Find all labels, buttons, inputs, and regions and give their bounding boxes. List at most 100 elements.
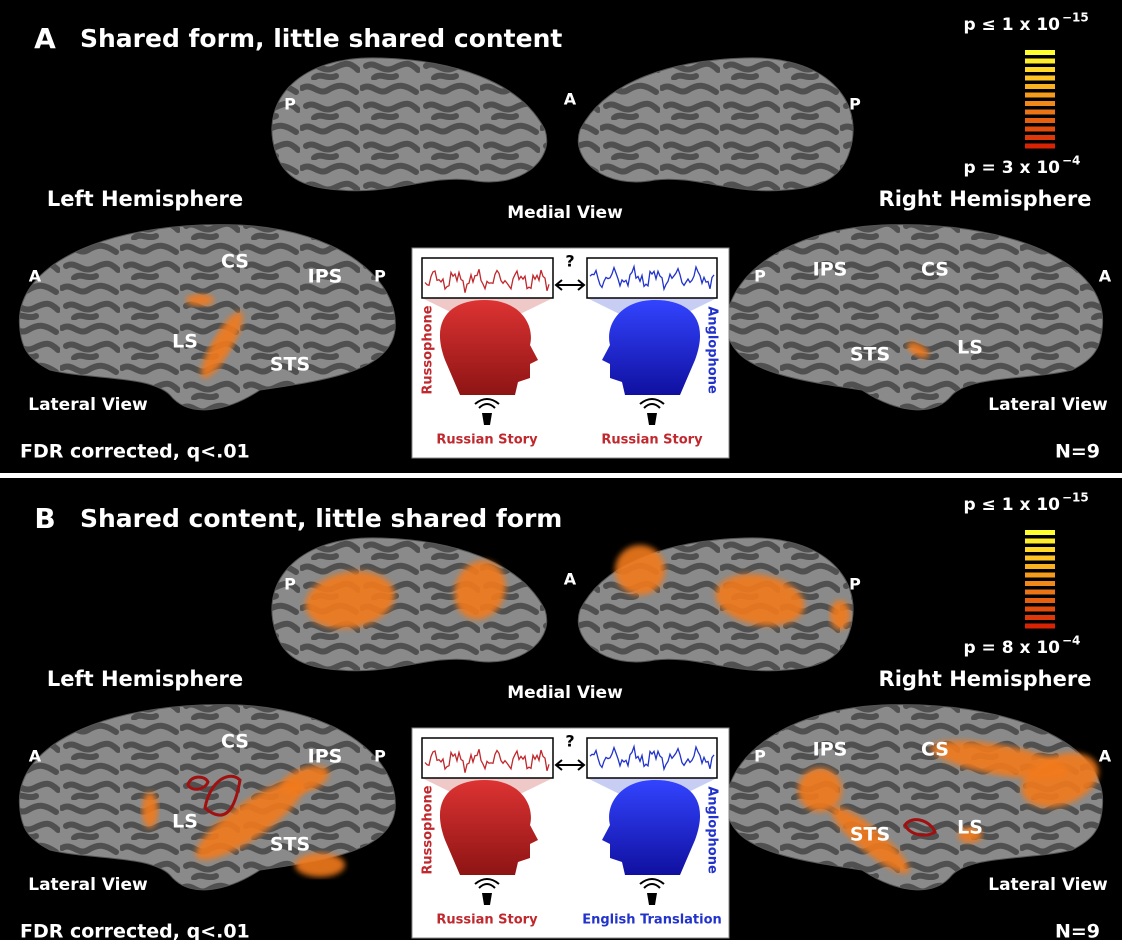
label: IPS (308, 266, 343, 288)
label: N=9 (1055, 921, 1100, 940)
colorbar-step (1025, 538, 1055, 544)
panel: B Shared content, little shared form p ≤ 1… (18, 491, 1112, 940)
label: LS (172, 811, 198, 833)
roi-outline (903, 818, 937, 837)
activation (142, 792, 158, 828)
activation (295, 853, 345, 877)
speaker (639, 878, 665, 889)
label: FDR corrected, q<.01 (20, 921, 250, 940)
activation (454, 560, 506, 620)
label: p = 8 x 10 (963, 638, 1060, 658)
label: B (34, 502, 55, 535)
label: p ≤ 1 x 10 (963, 495, 1060, 515)
brain-surface (271, 57, 548, 192)
colorbar-step (1025, 615, 1055, 620)
stimulus-label: Russian Story (601, 433, 703, 448)
label: FDR corrected, q<.01 (20, 441, 250, 463)
label: A (564, 90, 577, 109)
label: CS (221, 731, 249, 753)
group-label: Anglophone (705, 786, 720, 874)
label: LS (957, 337, 983, 359)
label: LS (172, 331, 198, 353)
label: LS (957, 817, 983, 839)
label: Lateral View (988, 875, 1108, 895)
label: CS (921, 259, 949, 281)
activation (281, 765, 329, 795)
brain-surface (577, 57, 854, 192)
activation (907, 342, 929, 358)
activation (615, 545, 665, 595)
roi-outline (186, 775, 210, 791)
label: p ≤ 1 x 10 (963, 15, 1060, 35)
label: IPS (813, 739, 848, 761)
label: Shared form, little shared content (80, 24, 562, 53)
group-label: Russophone (421, 305, 436, 394)
activation (201, 311, 243, 379)
label: CS (921, 739, 949, 761)
stimulus-label: Russian Story (436, 913, 538, 928)
arrow (554, 279, 586, 291)
label: Shared content, little shared form (80, 504, 562, 533)
colorbar-step (1025, 606, 1055, 612)
brain-surface (726, 224, 1104, 411)
colorbar-step (1025, 555, 1055, 561)
question-mark: ? (565, 732, 574, 751)
label: A (1099, 747, 1112, 766)
label: Lateral View (28, 395, 148, 415)
label: STS (270, 834, 310, 856)
speaker (474, 398, 500, 409)
label: A (29, 747, 42, 766)
label: CS (221, 251, 249, 273)
label: P (754, 747, 766, 766)
label: P (849, 95, 861, 114)
speaker (647, 893, 657, 905)
roi-outline (203, 774, 242, 817)
colorbar-step (1025, 581, 1055, 586)
label: P (849, 575, 861, 594)
activation (715, 574, 805, 626)
speaker (482, 893, 492, 905)
label: Lateral View (28, 875, 148, 895)
label: Lateral View (988, 395, 1108, 415)
label: IPS (813, 259, 848, 281)
waveform (424, 269, 550, 293)
exponent: −4 (1062, 634, 1080, 648)
colorbar-step (1025, 589, 1055, 595)
head (602, 300, 701, 395)
label: Left Hemisphere (47, 187, 243, 211)
waveform (589, 264, 715, 292)
speaker (474, 878, 500, 889)
waveform (424, 749, 550, 773)
activation (798, 768, 842, 812)
stimulus-label: Russian Story (436, 433, 538, 448)
colorbar-step (1025, 101, 1055, 106)
label: A (29, 267, 42, 286)
stimulus-label: English Translation (582, 913, 722, 928)
label: IPS (308, 746, 343, 768)
label: P (374, 747, 386, 766)
arrow (554, 759, 586, 771)
colorbar-step (1025, 530, 1055, 535)
colorbar-step (1025, 598, 1055, 603)
speaker (639, 398, 665, 409)
label: Medial View (507, 683, 623, 703)
colorbar-step (1025, 84, 1055, 89)
colorbar-step (1025, 75, 1055, 81)
colorbar-step (1025, 118, 1055, 123)
colorbar-step (1025, 50, 1055, 55)
speaker (482, 413, 492, 425)
label: STS (270, 354, 310, 376)
label: P (284, 95, 296, 114)
group-label: Russophone (421, 785, 436, 874)
waveform (589, 744, 715, 772)
label: N=9 (1055, 441, 1100, 463)
brain-surface (18, 224, 396, 411)
panel: A Shared form, little shared content p ≤ 1… (18, 11, 1112, 463)
label: A (1099, 267, 1112, 286)
label: P (754, 267, 766, 286)
head (602, 780, 701, 875)
exponent: −4 (1062, 154, 1080, 168)
signal-box (586, 737, 718, 779)
colorbar-step (1025, 135, 1055, 140)
